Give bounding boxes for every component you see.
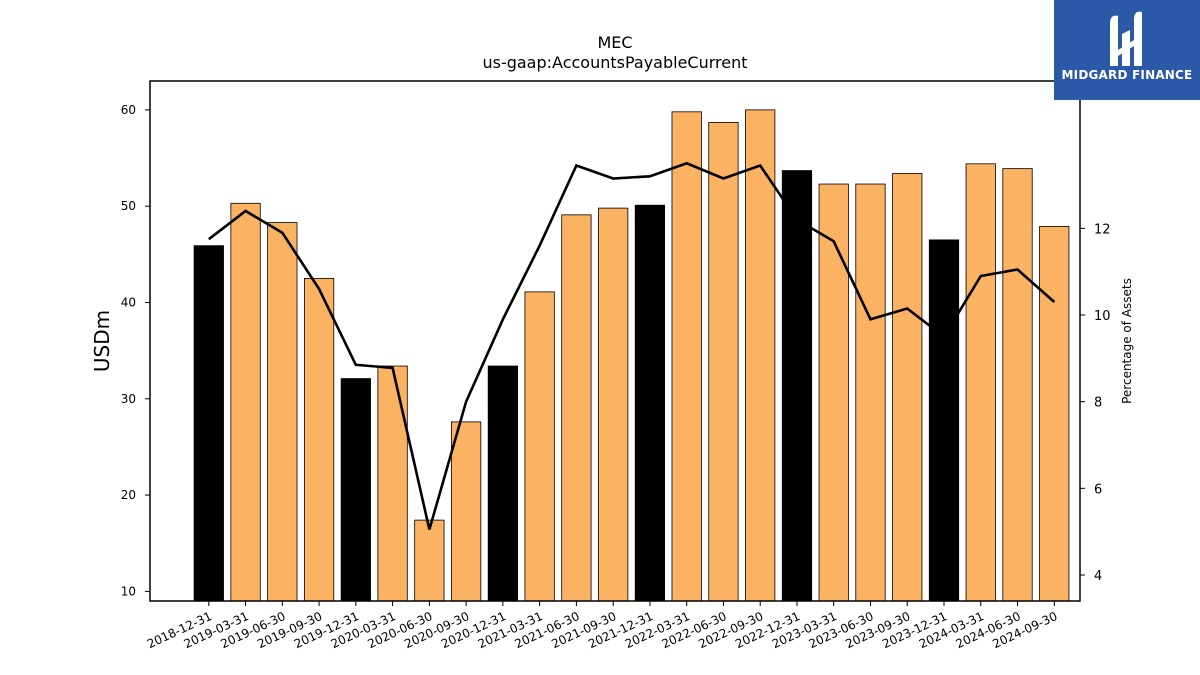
y2-tick-label: 4 [1094,569,1102,584]
midgard-finance-logo: MIDGARD FINANCE [1054,0,1200,100]
brand-name: MIDGARD FINANCE [1061,68,1193,82]
bar-2023-09-30 [892,173,923,602]
bar-2020-03-31 [377,365,408,602]
y2-tick-label: 8 [1094,396,1102,411]
plot-frame [149,80,1081,602]
bar-2019-03-31 [230,202,261,602]
bar-2023-12-31 [928,239,960,602]
bar-2024-09-30 [1039,226,1070,602]
y-axis-label: USDm [90,310,114,372]
y-tick-label: 40 [121,295,136,309]
bar-2022-09-30 [745,109,776,602]
bar-2024-03-31 [965,163,996,602]
y-tick-label: 60 [121,103,136,117]
bar-2021-03-31 [524,291,555,602]
y-tick-label: 10 [121,584,136,598]
bar-2022-06-30 [708,122,739,602]
bar-2021-12-31 [634,204,666,602]
y2-axis-label: Percentage of Assets [1120,278,1134,404]
y-tick-label: 30 [121,392,136,406]
bar-2022-03-31 [671,111,702,602]
chart-title: MEC [597,33,632,52]
chart-subtitle: us-gaap:AccountsPayableCurrent [482,53,747,72]
y2-tick-label: 12 [1094,222,1111,237]
bar-2019-09-30 [303,278,335,602]
bar-2023-03-31 [818,183,849,602]
y-tick-label: 20 [121,488,136,502]
line-group [208,161,1056,530]
bar-2021-09-30 [598,207,629,602]
bars-group [193,109,1070,602]
bar-2019-06-30 [267,222,298,602]
midgard-logo-icon [1110,11,1142,66]
bar-2022-12-31 [781,170,813,602]
bar-2019-12-31 [340,378,371,602]
y-tick-label: 50 [121,199,136,213]
bar-2020-09-30 [451,421,482,602]
bar-2024-06-30 [1002,168,1033,602]
bar-2023-06-30 [855,183,886,602]
y2-tick-label: 6 [1094,482,1102,497]
y2-tick-label: 10 [1094,309,1111,324]
bar-2020-12-31 [487,365,518,602]
bar-2021-06-30 [561,214,592,602]
bar-2018-12-31 [193,245,224,602]
bar-2020-06-30 [414,519,445,602]
percentage-of-assets-line [208,161,1056,530]
